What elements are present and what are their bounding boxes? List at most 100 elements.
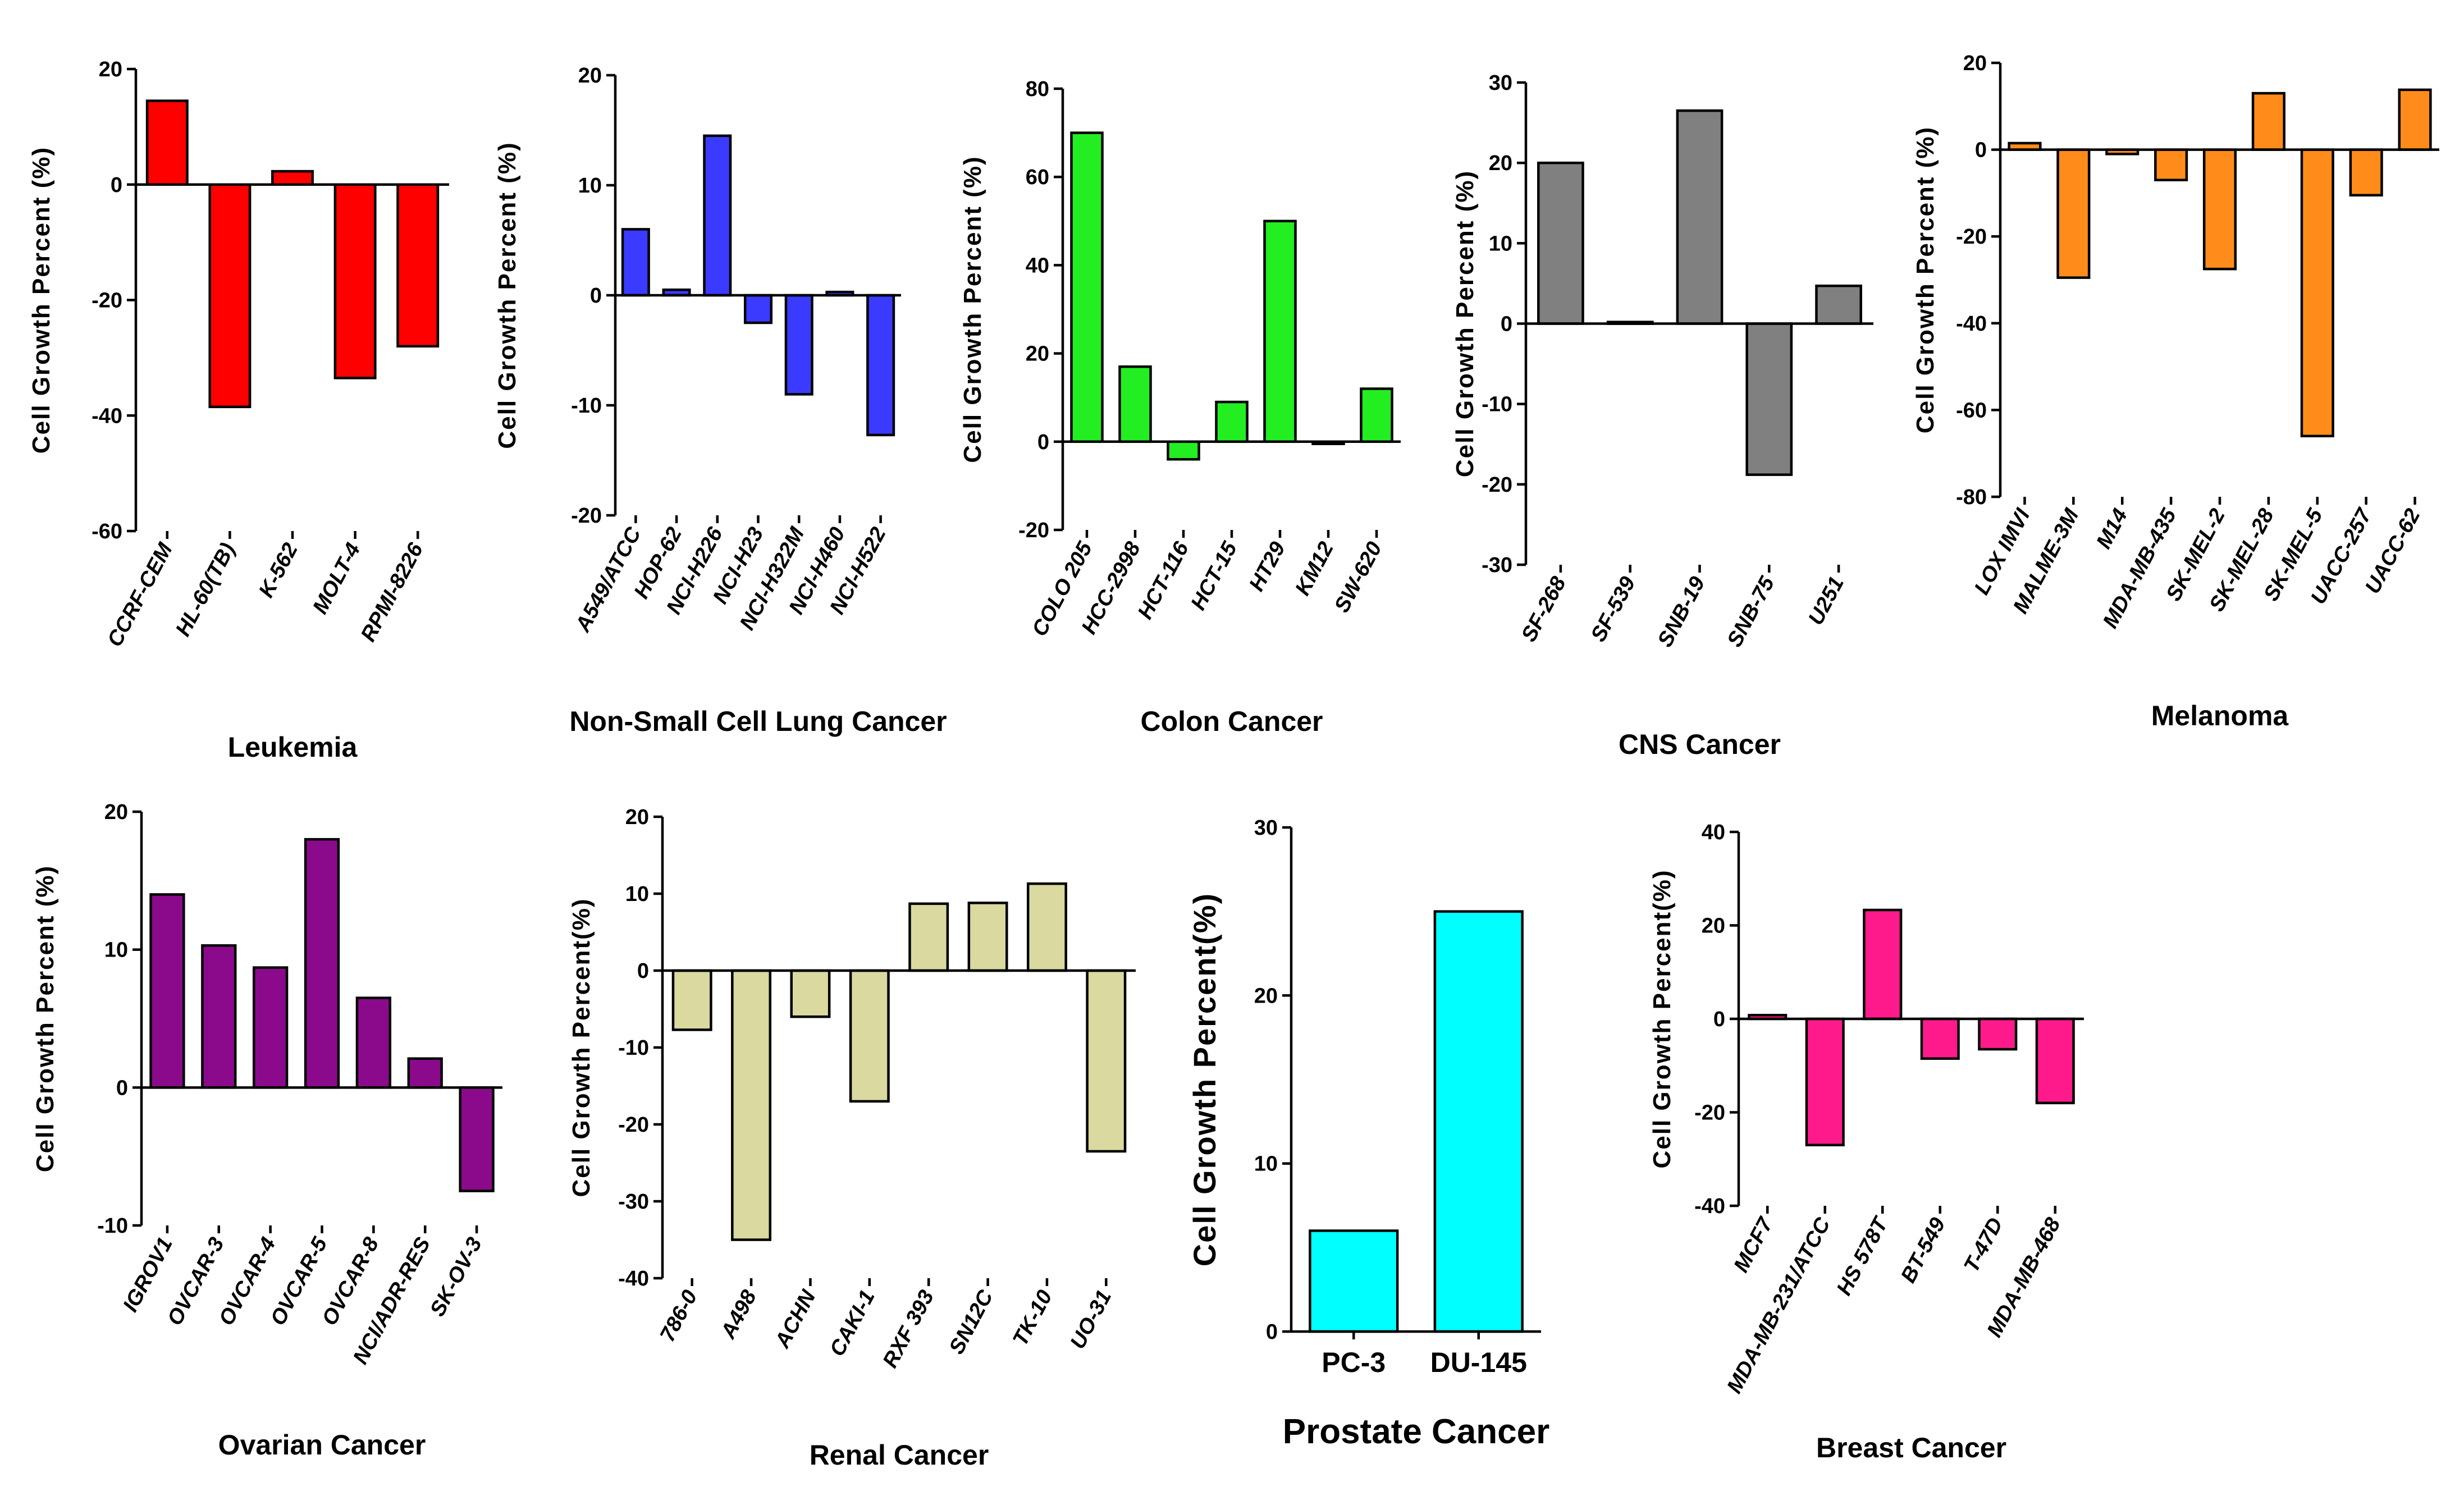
y-tick-label-5: -20 xyxy=(1482,473,1512,497)
chart-1: 20100-10-20A549/ATCCHOP-62NCI-H226NCI-H2… xyxy=(493,64,947,737)
bar-1 xyxy=(731,969,772,1241)
y-tick-label-5: -30 xyxy=(618,1190,649,1214)
category-label-4: T-47D xyxy=(1960,1214,2008,1277)
category-label-5: SN12C xyxy=(945,1286,998,1358)
y-tick-label-3: -10 xyxy=(571,394,602,418)
x-axis-label: Melanoma xyxy=(2151,700,2289,731)
x-axis-label: Ovarian Cancer xyxy=(218,1429,426,1461)
y-tick-label-0: 40 xyxy=(1702,821,1725,844)
y-tick-label-1: 20 xyxy=(1702,914,1725,938)
y-tick-label-1: 10 xyxy=(578,174,602,198)
y-tick-label-1: 60 xyxy=(1026,166,1049,189)
bar-0 xyxy=(671,969,712,1031)
y-axis-label: Cell Growth Percent (%) xyxy=(28,147,55,454)
category-label-4: HT29 xyxy=(1245,538,1290,596)
category-label-2: SNB-19 xyxy=(1653,573,1710,651)
y-tick-label-0: 30 xyxy=(1489,71,1512,95)
chart-5: 20100-10IGROV1OVCAR-3OVCAR-4OVCAR-5OVCAR… xyxy=(31,800,502,1461)
bar-1 xyxy=(201,944,237,1089)
bar-3 xyxy=(333,183,377,379)
y-tick-label-3: 0 xyxy=(1501,313,1512,336)
bar-5 xyxy=(967,902,1008,972)
y-tick-label-2: 0 xyxy=(116,1076,128,1100)
bar-1 xyxy=(2056,148,2091,279)
category-label-2: ACHN xyxy=(770,1286,821,1352)
bar-1 xyxy=(1805,1017,1845,1147)
x-axis-label: Non-Small Cell Lung Cancer xyxy=(569,706,947,737)
y-tick-label-3: -10 xyxy=(97,1214,128,1238)
bar-6 xyxy=(2300,148,2334,438)
y-tick-label-1: 20 xyxy=(1489,152,1512,175)
y-tick-label-5: -20 xyxy=(1018,519,1049,542)
bar-4 xyxy=(1815,284,1862,325)
category-label-1: MDA-MB-231/ATCC xyxy=(1722,1214,1835,1397)
y-tick-label-3: -20 xyxy=(1694,1101,1725,1125)
bar-4 xyxy=(1263,219,1297,443)
category-label-0: IGROV1 xyxy=(118,1234,177,1316)
bar-5 xyxy=(407,1057,443,1089)
x-axis-label: Leukemia xyxy=(228,731,358,763)
bar-3 xyxy=(304,838,340,1089)
y-tick-label-4: -40 xyxy=(1694,1195,1725,1218)
bar-3 xyxy=(1215,400,1249,443)
bar-5 xyxy=(2251,92,2285,151)
bar-0 xyxy=(145,99,189,186)
bar-0 xyxy=(1309,1229,1399,1333)
bar-3 xyxy=(1745,322,1793,476)
bar-0 xyxy=(621,228,650,297)
y-tick-label-4: 0 xyxy=(1037,431,1049,454)
y-tick-label-0: 20 xyxy=(625,806,649,829)
y-axis-label: Cell Growth Percent(%) xyxy=(1648,870,1676,1169)
y-tick-label-1: 0 xyxy=(111,173,122,197)
category-label-6: SW-620 xyxy=(1330,538,1387,617)
bar-4 xyxy=(1978,1017,2018,1051)
bar-1 xyxy=(1433,910,1524,1333)
y-tick-label-4: -10 xyxy=(1482,393,1512,417)
category-label-0: MCF7 xyxy=(1730,1213,1779,1277)
bar-2 xyxy=(703,134,732,297)
x-axis-label: CNS Cancer xyxy=(1619,729,1781,760)
x-axis-label: Colon Cancer xyxy=(1140,706,1323,737)
y-tick-label-0: 20 xyxy=(578,64,602,88)
category-label-2: K-562 xyxy=(254,539,303,602)
bar-2 xyxy=(252,966,289,1089)
bar-0 xyxy=(1070,131,1104,443)
category-label-2: M14 xyxy=(2092,505,2132,553)
bar-1 xyxy=(208,183,252,409)
y-tick-label-4: -60 xyxy=(92,520,122,543)
bar-1 xyxy=(1118,365,1152,443)
category-label-0: PC-3 xyxy=(1322,1347,1386,1378)
category-label-1: A498 xyxy=(716,1286,762,1343)
y-tick-label-3: -40 xyxy=(1956,312,1987,336)
y-tick-label-1: 10 xyxy=(104,939,128,962)
bar-2 xyxy=(1676,109,1724,325)
category-label-1: DU-145 xyxy=(1430,1347,1527,1378)
y-tick-label-3: 0 xyxy=(1266,1320,1278,1344)
category-label-3: MOLT-4 xyxy=(308,539,365,618)
bar-6 xyxy=(459,1086,495,1192)
y-tick-label-3: -40 xyxy=(92,404,122,428)
y-axis-label: Cell Growth Percent (%) xyxy=(493,141,521,449)
category-label-3: HCT-15 xyxy=(1186,538,1242,614)
y-tick-label-6: -40 xyxy=(618,1267,649,1291)
y-tick-label-2: 40 xyxy=(1026,254,1049,277)
category-label-3: CAKI-1 xyxy=(825,1287,880,1361)
bar-3 xyxy=(2154,148,2188,181)
bar-3 xyxy=(849,969,890,1103)
category-label-4: RXF 393 xyxy=(879,1287,939,1372)
y-tick-label-2: 0 xyxy=(1713,1008,1725,1031)
bar-6 xyxy=(866,294,895,437)
category-label-2: HS 578T xyxy=(1832,1213,1894,1300)
y-tick-label-0: 30 xyxy=(1254,816,1278,840)
bar-4 xyxy=(784,294,813,396)
y-axis-label: Cell Growth Percent (%) xyxy=(31,865,59,1172)
y-tick-label-2: -20 xyxy=(1956,225,1987,249)
y-tick-label-3: -10 xyxy=(618,1036,649,1060)
y-tick-label-4: -20 xyxy=(571,504,602,528)
y-axis-label: Cell Growth Percent (%) xyxy=(959,155,986,463)
